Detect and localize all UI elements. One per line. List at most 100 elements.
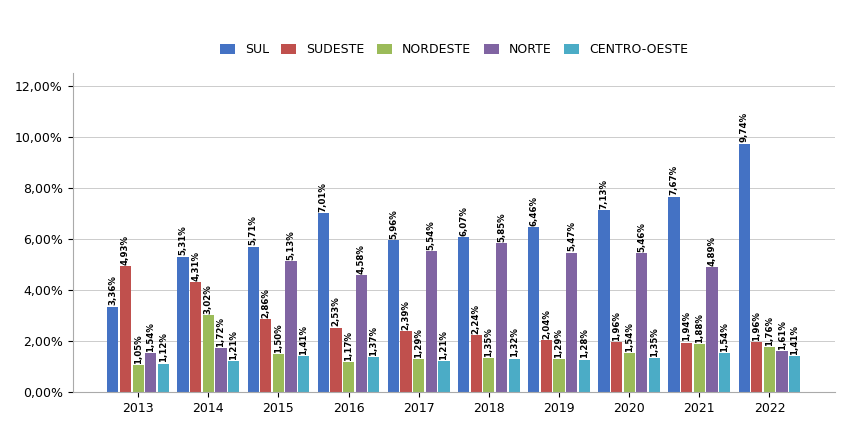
Text: 1,29%: 1,29%	[414, 328, 423, 358]
Bar	[355, 275, 367, 392]
Text: 1,05%: 1,05%	[133, 335, 143, 364]
Bar	[579, 359, 590, 392]
Text: 7,13%: 7,13%	[599, 179, 609, 209]
Bar	[260, 319, 271, 392]
Text: 5,71%: 5,71%	[249, 215, 258, 245]
Legend: SUL, SUDESTE, NORDESTE, NORTE, CENTRO-OESTE: SUL, SUDESTE, NORDESTE, NORTE, CENTRO-OE…	[215, 38, 693, 61]
Bar	[273, 354, 284, 392]
Bar	[178, 257, 189, 392]
Text: 1,88%: 1,88%	[694, 313, 704, 343]
Text: 5,54%: 5,54%	[427, 220, 436, 250]
Text: 9,74%: 9,74%	[740, 112, 749, 142]
Bar	[426, 251, 437, 392]
Text: 5,31%: 5,31%	[178, 226, 188, 255]
Text: 5,96%: 5,96%	[389, 209, 398, 239]
Bar	[789, 356, 801, 392]
Bar	[298, 356, 309, 392]
Text: 2,04%: 2,04%	[542, 309, 551, 339]
Bar	[668, 197, 680, 392]
Text: 1,94%: 1,94%	[683, 311, 691, 341]
Text: 2,39%: 2,39%	[401, 300, 411, 330]
Bar	[388, 240, 400, 392]
Text: 4,93%: 4,93%	[121, 235, 130, 265]
Text: 2,53%: 2,53%	[332, 297, 341, 326]
Bar	[777, 351, 788, 392]
Text: 3,36%: 3,36%	[108, 275, 117, 305]
Text: 3,02%: 3,02%	[204, 284, 212, 314]
Bar	[566, 253, 577, 392]
Bar	[636, 253, 648, 392]
Bar	[286, 261, 297, 392]
Bar	[751, 342, 762, 392]
Bar	[215, 348, 226, 392]
Bar	[331, 328, 342, 392]
Text: 1,12%: 1,12%	[159, 332, 167, 362]
Text: 1,28%: 1,28%	[580, 329, 589, 358]
Text: 2,24%: 2,24%	[472, 304, 481, 334]
Text: 6,07%: 6,07%	[459, 206, 468, 236]
Text: 7,01%: 7,01%	[319, 182, 328, 212]
Bar	[624, 353, 635, 392]
Text: 1,61%: 1,61%	[778, 320, 786, 350]
Bar	[611, 342, 622, 392]
Text: 1,35%: 1,35%	[484, 327, 493, 356]
Bar	[484, 358, 495, 392]
Bar	[706, 267, 717, 392]
Bar	[400, 331, 411, 392]
Bar	[439, 361, 450, 392]
Text: 4,58%: 4,58%	[357, 244, 366, 274]
Bar	[202, 315, 214, 392]
Bar	[694, 344, 705, 392]
Text: 5,47%: 5,47%	[567, 221, 576, 252]
Text: 1,29%: 1,29%	[554, 328, 564, 358]
Bar	[133, 366, 144, 392]
Bar	[553, 359, 564, 392]
Bar	[413, 359, 424, 392]
Bar	[120, 267, 131, 392]
Bar	[719, 353, 730, 392]
Bar	[228, 361, 239, 392]
Text: 1,54%: 1,54%	[146, 322, 156, 352]
Bar	[528, 227, 540, 392]
Text: 1,96%: 1,96%	[612, 311, 621, 341]
Bar	[458, 237, 469, 392]
Bar	[145, 353, 156, 392]
Text: 6,46%: 6,46%	[530, 196, 538, 226]
Text: 4,31%: 4,31%	[191, 251, 200, 281]
Bar	[508, 359, 519, 392]
Bar	[598, 210, 609, 392]
Text: 7,67%: 7,67%	[670, 165, 678, 195]
Text: 5,85%: 5,85%	[497, 212, 506, 242]
Bar	[190, 282, 201, 392]
Bar	[107, 307, 118, 392]
Text: 1,17%: 1,17%	[344, 331, 353, 361]
Text: 1,21%: 1,21%	[229, 330, 238, 360]
Text: 1,41%: 1,41%	[790, 325, 799, 355]
Text: 4,89%: 4,89%	[707, 236, 717, 266]
Text: 1,37%: 1,37%	[370, 326, 378, 356]
Bar	[318, 213, 329, 392]
Bar	[764, 347, 775, 392]
Bar	[739, 144, 750, 392]
Bar	[471, 335, 482, 392]
Bar	[649, 358, 660, 392]
Text: 5,13%: 5,13%	[286, 230, 296, 260]
Text: 1,21%: 1,21%	[439, 330, 449, 360]
Text: 1,96%: 1,96%	[752, 311, 762, 341]
Bar	[681, 343, 692, 392]
Text: 5,46%: 5,46%	[638, 222, 646, 252]
Text: 1,76%: 1,76%	[765, 316, 774, 346]
Bar	[158, 364, 169, 392]
Text: 1,35%: 1,35%	[650, 327, 659, 356]
Bar	[368, 357, 379, 392]
Bar	[541, 340, 552, 392]
Bar	[343, 362, 354, 392]
Text: 2,86%: 2,86%	[261, 288, 270, 318]
Text: 1,41%: 1,41%	[299, 325, 309, 355]
Text: 1,50%: 1,50%	[274, 323, 283, 353]
Text: 1,54%: 1,54%	[625, 322, 634, 352]
Bar	[247, 246, 258, 392]
Text: 1,32%: 1,32%	[510, 327, 518, 357]
Text: 1,72%: 1,72%	[217, 317, 225, 347]
Bar	[496, 243, 507, 392]
